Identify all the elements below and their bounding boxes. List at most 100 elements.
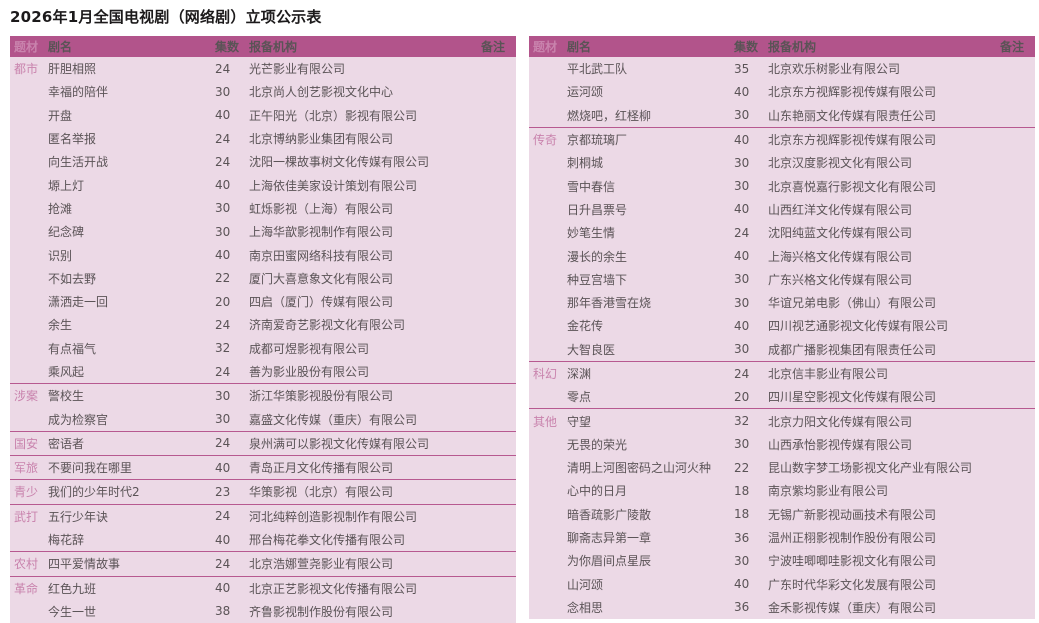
genre-group: 都市 肝胆相照 24 光芒影业有限公司 幸福的陪伴 30 北京尚人创艺影视文化中心 开盘 40 正…: [10, 57, 516, 383]
company-cell: 虹烁影视（上海）有限公司: [249, 201, 394, 216]
episodes-cell: 40: [734, 249, 750, 264]
header-cell-title: 剧名: [567, 40, 592, 54]
table-row: 农村 四平爱情故事 24 北京浩娜萱尧影业有限公司: [10, 552, 516, 575]
episodes-cell: 40: [215, 108, 231, 123]
drama-title-cell: 平北武工队: [567, 62, 628, 77]
company-cell: 浙江华策影视股份有限公司: [249, 389, 394, 404]
table-row: 零点 20 四川星空影视文化传媒有限公司: [529, 385, 1035, 408]
drama-title-cell: 运河颂: [567, 85, 604, 100]
episodes-cell: 24: [215, 364, 231, 379]
drama-title-cell: 心中的日月: [567, 484, 628, 499]
episodes-cell: 30: [734, 108, 750, 123]
genre-group: 传奇 京都琉璃厂 40 北京东方视辉影视传媒有限公司 刺桐城 30 北京汉度影视文化有限公司…: [529, 126, 1035, 361]
company-cell: 金禾影视传媒（重庆）有限公司: [768, 600, 937, 615]
company-cell: 山东艳丽文化传媒有限责任公司: [768, 108, 937, 123]
genre-group: 农村 四平爱情故事 24 北京浩娜萱尧影业有限公司: [10, 551, 516, 575]
genre-cell: 武打: [14, 509, 39, 524]
drama-title-cell: 我们的少年时代2: [48, 485, 140, 500]
genre-group: 青少 我们的少年时代2 23 华策影视（北京）有限公司: [10, 479, 516, 503]
company-cell: 山西红洋文化传媒有限公司: [768, 202, 913, 217]
drama-title-cell: 金花传: [567, 319, 604, 334]
table-row: 幸福的陪伴 30 北京尚人创艺影视文化中心: [10, 80, 516, 103]
company-cell: 南京紫均影业有限公司: [768, 484, 889, 499]
episodes-cell: 30: [734, 272, 750, 287]
genre-cell: 科幻: [533, 367, 558, 381]
header-cell-company: 报备机构: [768, 40, 817, 54]
episodes-cell: 18: [734, 483, 750, 498]
company-cell: 北京力阳文化传媒有限公司: [768, 414, 913, 429]
drama-title-cell: 种豆宫墙下: [567, 272, 628, 287]
table-row: 无畏的荣光 30 山西承怡影视传媒有限公司: [529, 433, 1035, 456]
table-row: 其他 守望 32 北京力阳文化传媒有限公司: [529, 409, 1035, 432]
episodes-cell: 40: [215, 532, 231, 547]
table-header-row: 题材 剧名 集数 报备机构 备注: [529, 36, 1035, 57]
header-cell-episodes: 集数: [215, 40, 240, 54]
episodes-cell: 35: [734, 61, 750, 76]
table-row: 乘风起 24 善为影业股份有限公司: [10, 360, 516, 383]
episodes-cell: 24: [215, 154, 231, 169]
table-row: 不如去野 22 厦门大喜意象文化有限公司: [10, 267, 516, 290]
drama-title-cell: 不要问我在哪里: [48, 461, 133, 476]
company-cell: 北京欢乐树影业有限公司: [768, 62, 901, 77]
table-row: 潇洒走一回 20 四启（厦门）传媒有限公司: [10, 290, 516, 313]
page-title: 2026年1月全国电视剧（网络剧）立项公示表: [10, 8, 322, 26]
company-cell: 北京浩娜萱尧影业有限公司: [249, 557, 394, 572]
table-row: 今生一世 38 齐鲁影视制作股份有限公司: [10, 600, 516, 623]
table-row: 抢滩 30 虹烁影视（上海）有限公司: [10, 197, 516, 220]
table-row: 有点福气 32 成都可煜影视有限公司: [10, 337, 516, 360]
genre-cell: 其他: [533, 414, 558, 429]
table-row: 运河颂 40 北京东方视辉影视传媒有限公司: [529, 80, 1035, 103]
company-cell: 泉州满可以影视文化传媒有限公司: [249, 436, 430, 451]
company-cell: 青岛正月文化传播有限公司: [249, 461, 394, 476]
table-row: 清明上河图密码之山河火种 22 昆山数字梦工场影视文化产业有限公司: [529, 456, 1035, 479]
table-header-row: 题材 剧名 集数 报备机构 备注: [10, 36, 516, 57]
header-cell-genre: 题材: [14, 40, 39, 54]
company-cell: 北京东方视辉影视传媒有限公司: [768, 85, 937, 100]
company-cell: 华策影视（北京）有限公司: [249, 485, 394, 500]
drama-title-cell: 深渊: [567, 367, 592, 381]
company-cell: 华谊兄弟电影（佛山）有限公司: [768, 296, 937, 311]
company-cell: 北京尚人创艺影视文化中心: [249, 85, 394, 100]
drama-title-cell: 聊斋志异第一章: [567, 531, 652, 546]
table-row: 开盘 40 正午阳光（北京）影视有限公司: [10, 104, 516, 127]
drama-title-cell: 梅花辞: [48, 533, 85, 548]
company-cell: 光芒影业有限公司: [249, 62, 346, 77]
company-cell: 河北纯粹创造影视制作有限公司: [249, 509, 418, 524]
company-cell: 广东时代华彩文化发展有限公司: [768, 577, 937, 592]
company-cell: 上海依佳美家设计策划有限公司: [249, 178, 418, 193]
episodes-cell: 24: [215, 436, 231, 451]
company-cell: 成都广播影视集团有限责任公司: [768, 342, 937, 357]
episodes-cell: 38: [215, 604, 231, 619]
episodes-cell: 23: [215, 484, 231, 499]
table-row: 匿名举报 24 北京博纳影业集团有限公司: [10, 127, 516, 150]
episodes-cell: 24: [215, 317, 231, 332]
episodes-cell: 40: [734, 577, 750, 592]
header-cell-episodes: 集数: [734, 40, 759, 54]
table-row: 那年香港雪在烧 30 华谊兄弟电影（佛山）有限公司: [529, 291, 1035, 314]
company-cell: 上海兴格文化传媒有限公司: [768, 249, 913, 264]
drama-title-cell: 妙笔生情: [567, 226, 616, 241]
table-row: 雪中春信 30 北京喜悦嘉行影视文化有限公司: [529, 174, 1035, 197]
drama-title-cell: 有点福气: [48, 341, 97, 356]
drama-title-cell: 今生一世: [48, 604, 97, 619]
table-row: 传奇 京都琉璃厂 40 北京东方视辉影视传媒有限公司: [529, 128, 1035, 151]
drama-title-cell: 警校生: [48, 389, 85, 404]
drama-title-cell: 念相思: [567, 600, 604, 615]
table-row: 梅花辞 40 邢台梅花拳文化传播有限公司: [10, 528, 516, 551]
drama-title-cell: 纪念碑: [48, 225, 85, 240]
table-row: 大智良医 30 成都广播影视集团有限责任公司: [529, 338, 1035, 361]
episodes-cell: 36: [734, 600, 750, 615]
table-row: 念相思 36 金禾影视传媒（重庆）有限公司: [529, 596, 1035, 619]
table-row: 心中的日月 18 南京紫均影业有限公司: [529, 479, 1035, 502]
drama-title-cell: 守望: [567, 414, 592, 429]
company-cell: 北京信丰影业有限公司: [768, 367, 889, 381]
drama-title-cell: 余生: [48, 318, 73, 333]
table-row: 塬上灯 40 上海依佳美家设计策划有限公司: [10, 173, 516, 196]
episodes-cell: 32: [215, 341, 231, 356]
table-row: 军旅 不要问我在哪里 40 青岛正月文化传播有限公司: [10, 456, 516, 479]
drama-title-cell: 为你眉间点星辰: [567, 554, 652, 569]
genre-group: 武打 五行少年诀 24 河北纯粹创造影视制作有限公司 梅花辞 40 邢台梅花拳文化传播有限公…: [10, 503, 516, 552]
drama-title-cell: 五行少年诀: [48, 509, 109, 524]
drama-title-cell: 识别: [48, 248, 73, 263]
